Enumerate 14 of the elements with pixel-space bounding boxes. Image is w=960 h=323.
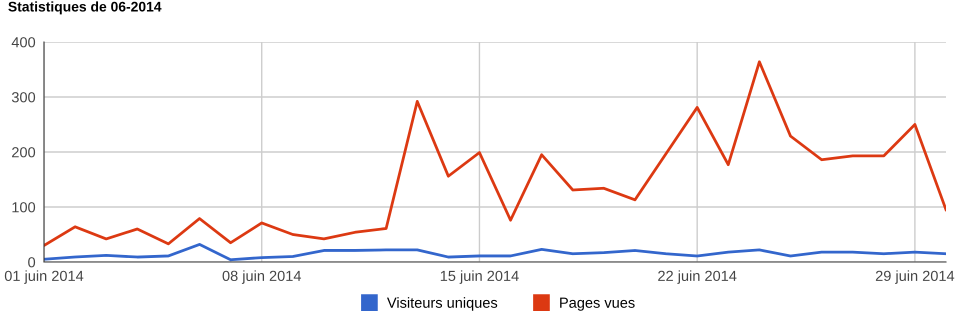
x-tick-label: 22 juin 2014: [658, 270, 736, 284]
legend-label: Visiteurs uniques: [386, 297, 498, 311]
x-tick-label: 08 juin 2014: [222, 270, 302, 284]
x-tick-label: 29 juin 2014: [876, 270, 954, 284]
legend-label: Pages vues: [560, 298, 635, 311]
line-series: [44, 60, 946, 247]
y-tick-label: 200: [12, 147, 36, 158]
y-tick-label: 0: [28, 257, 36, 268]
chart-title: Statistiques de 06-2014: [8, 1, 162, 14]
x-tick-label: 01 juin 2014: [4, 270, 84, 284]
y-tick-label: 100: [12, 202, 36, 212]
y-tick-label: 300: [12, 92, 36, 102]
x-tick-label: 15 juin 2014: [440, 270, 519, 284]
y-tick-label: 400: [12, 37, 36, 48]
